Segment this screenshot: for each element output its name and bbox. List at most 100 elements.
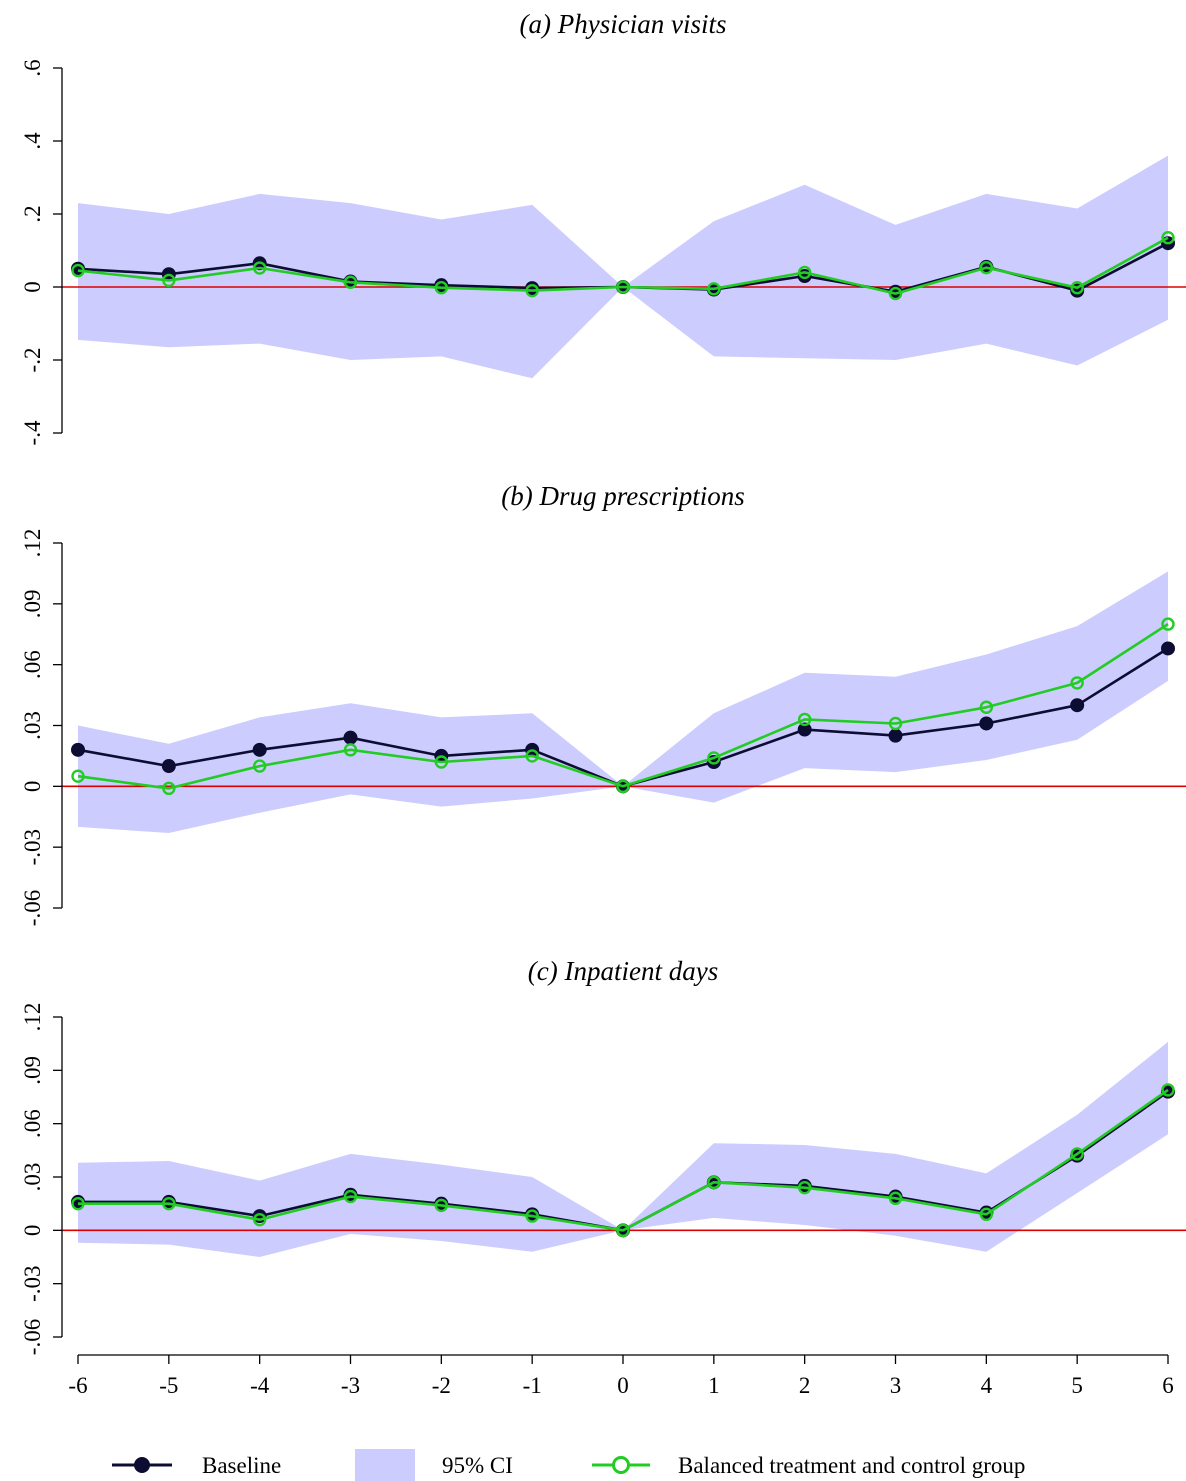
- y-tick-label: -.06: [20, 1319, 45, 1355]
- balanced-point: [434, 1198, 449, 1213]
- balanced-point: [1070, 1147, 1084, 1161]
- balanced-point: [525, 283, 539, 298]
- x-tick-label: 4: [981, 1373, 993, 1398]
- balanced-point: [71, 769, 85, 783]
- x-tick-label: 0: [617, 1373, 629, 1398]
- balanced-point: [888, 286, 903, 301]
- y-tick-label: -.03: [20, 1265, 45, 1301]
- y-tick-label: -.06: [20, 890, 45, 926]
- balanced-point: [343, 743, 358, 757]
- balanced-point: [71, 263, 85, 278]
- balanced-point: [252, 1212, 267, 1227]
- balanced-point: [1070, 676, 1084, 690]
- balanced-point: [434, 281, 449, 295]
- legend-label-baseline: Baseline: [202, 1453, 281, 1478]
- balanced-point: [797, 265, 812, 280]
- balanced-point: [979, 700, 994, 714]
- balanced-point: [1161, 231, 1175, 245]
- x-tick-label: -2: [432, 1373, 451, 1398]
- panel-3: (c) Inpatient days -.06 -.03 0 .03 .06 .09 .12 -…: [20, 956, 1186, 1398]
- y-tick-label: 0: [20, 1225, 45, 1237]
- balanced-point: [252, 759, 267, 773]
- baseline-point: [888, 728, 903, 743]
- x-tick-label: -5: [159, 1373, 178, 1398]
- balanced-point: [707, 1175, 721, 1190]
- balanced-point: [888, 1191, 903, 1206]
- x-tick-label: -3: [341, 1373, 360, 1398]
- balanced-point: [343, 1189, 358, 1204]
- legend-ci-swatch: [355, 1449, 415, 1481]
- y-tick-label: .03: [20, 1163, 45, 1192]
- balanced-point: [797, 1180, 812, 1195]
- legend-label-ci: 95% CI: [442, 1453, 513, 1478]
- x-tick-label: 2: [799, 1373, 811, 1398]
- y-tick-label: 0: [20, 281, 45, 293]
- panel-title: (c) Inpatient days: [528, 956, 718, 986]
- baseline-point: [1161, 641, 1175, 656]
- balanced-point: [888, 716, 903, 731]
- balanced-point: [162, 781, 176, 796]
- x-tick-label: -1: [523, 1373, 542, 1398]
- baseline-point: [1070, 698, 1085, 713]
- y-tick-label: -.03: [20, 829, 45, 865]
- x-tick-label: 1: [708, 1373, 720, 1398]
- balanced-point: [71, 1196, 85, 1211]
- baseline-point: [979, 716, 994, 731]
- ci-band: [78, 155, 1168, 379]
- balanced-point: [979, 1207, 994, 1222]
- balanced-point: [162, 273, 176, 288]
- balanced-point: [343, 275, 358, 289]
- series-line-balanced: [77, 236, 1169, 295]
- panel-1: (a) Physician visits -.4 -.2 0 .2 .4 .6: [20, 9, 1186, 445]
- balanced-point: [616, 280, 630, 294]
- balanced-point: [1070, 281, 1084, 295]
- balanced-point: [797, 712, 812, 727]
- ci-band: [78, 571, 1168, 833]
- balanced-point: [1161, 617, 1175, 631]
- y-tick-label: .4: [20, 132, 45, 150]
- balanced-point: [616, 779, 630, 794]
- y-tick-label: .6: [20, 59, 45, 76]
- baseline-point: [161, 759, 176, 774]
- baseline-point: [797, 722, 812, 737]
- x-tick-label: -6: [68, 1373, 87, 1398]
- y-tick-label: .06: [20, 650, 45, 679]
- balanced-point: [525, 1209, 539, 1223]
- y-tick-label: -.2: [20, 348, 45, 373]
- baseline-point: [252, 742, 267, 757]
- x-tick-label: 3: [890, 1373, 902, 1398]
- panel-title: (a) Physician visits: [520, 9, 727, 39]
- panels: (a) Physician visits -.4 -.2 0 .2 .4 .6 (b) Dru…: [20, 9, 1186, 1398]
- x-tick-label: -4: [250, 1373, 270, 1398]
- baseline-point: [343, 730, 358, 745]
- legend-baseline-marker: [134, 1457, 150, 1473]
- x-tick-label: 6: [1162, 1373, 1174, 1398]
- panel-2: (b) Drug prescriptions -.06 -.03 0 .03 .06 .09…: [20, 481, 1186, 926]
- balanced-point: [162, 1196, 176, 1211]
- y-tick-label: -.4: [20, 420, 45, 445]
- y-tick-label: .06: [20, 1109, 45, 1138]
- y-tick-label: .2: [20, 205, 45, 222]
- legend-balanced-marker: [612, 1456, 630, 1474]
- y-tick-label: .09: [20, 1056, 45, 1085]
- balanced-point: [434, 755, 449, 769]
- series-line-balanced: [78, 1088, 1169, 1232]
- panel-title: (b) Drug prescriptions: [501, 481, 745, 511]
- baseline-point: [71, 742, 85, 757]
- balanced-point: [616, 1223, 630, 1238]
- y-tick-label: .09: [20, 589, 45, 618]
- x-tick-label: 5: [1071, 1373, 1083, 1398]
- balanced-point: [707, 282, 721, 296]
- balanced-point: [707, 751, 721, 765]
- balanced-point: [525, 749, 539, 763]
- y-tick-label: .12: [20, 529, 45, 558]
- legend: Baseline 95% CI Balanced treatment and con…: [112, 1449, 1025, 1481]
- balanced-point: [979, 260, 994, 275]
- y-tick-label: 0: [20, 781, 45, 793]
- y-tick-label: .03: [20, 711, 45, 740]
- series-line-balanced: [77, 623, 1169, 790]
- y-tick-label: .12: [20, 1003, 45, 1032]
- balanced-point: [252, 261, 267, 275]
- balanced-point: [1161, 1083, 1175, 1097]
